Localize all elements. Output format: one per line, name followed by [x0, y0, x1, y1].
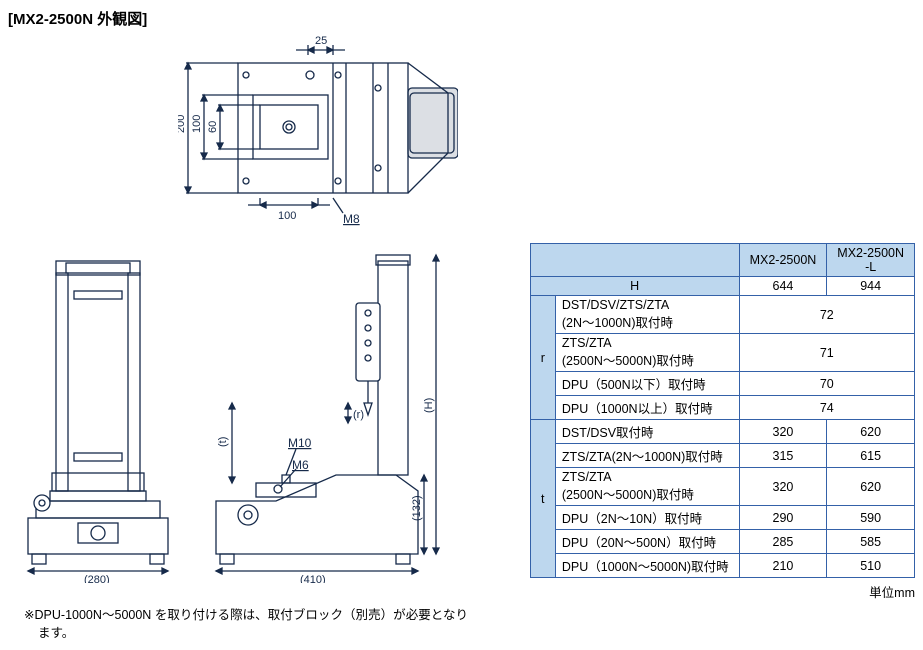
cell: 510 [827, 554, 915, 578]
cell: 72 [739, 296, 914, 334]
cell: 70 [739, 372, 914, 396]
cell: 644 [739, 277, 827, 296]
cell: DPU（1000N以上）取付時 [555, 396, 739, 420]
cell: DPU（1000N～5000N)取付時 [555, 554, 739, 578]
dim-side-base: (410) [300, 574, 326, 583]
cell: ZTS/ZTA (2500N～5000N)取付時 [555, 334, 739, 372]
cell: 320 [739, 468, 827, 506]
cell: DPU（2N～10N）取付時 [555, 506, 739, 530]
page-title: [MX2-2500N 外観図] [8, 8, 915, 29]
cell: 210 [739, 554, 827, 578]
cell: 590 [827, 506, 915, 530]
dim-t: (t) [217, 437, 229, 447]
dim-132: (132) [411, 495, 423, 521]
dim-h60: 60 [207, 121, 219, 133]
dim-h: (H) [423, 398, 435, 413]
col-mx2-2500n: MX2-2500N [739, 244, 827, 277]
cell: 71 [739, 334, 914, 372]
cell: 620 [827, 468, 915, 506]
cell: DPU（20N～500N）取付時 [555, 530, 739, 554]
cell: 944 [827, 277, 915, 296]
group-r: r [530, 296, 555, 420]
top-view-diagram: 25 200 [178, 33, 915, 233]
cell: DPU（500N以下）取付時 [555, 372, 739, 396]
front-view-diagram: (280) [8, 243, 188, 583]
group-t: t [530, 420, 555, 578]
label-m8: M8 [343, 212, 360, 226]
cell: 285 [739, 530, 827, 554]
cell: DST/DSV/ZTS/ZTA (2N～1000N)取付時 [555, 296, 739, 334]
cell: 585 [827, 530, 915, 554]
cell: 74 [739, 396, 914, 420]
footnote: ※DPU-1000N～5000N を取り付ける際は、取付ブロック（別売）が必要と… [8, 607, 468, 642]
col-mx2-2500n-l: MX2-2500N -L [827, 244, 915, 277]
side-view-diagram: M10 M6 (r) (t) [196, 243, 476, 583]
dim-r: (r) [353, 409, 364, 421]
dimension-table: MX2-2500N MX2-2500N -L H 644 944 r DST/D… [530, 243, 915, 601]
cell: 320 [739, 420, 827, 444]
label-m10: M10 [288, 436, 312, 450]
label-m6: M6 [292, 458, 309, 472]
dim-h200: 200 [178, 115, 187, 133]
cell: 620 [827, 420, 915, 444]
dim-front-base: (280) [84, 574, 110, 583]
row-h-label: H [530, 277, 739, 296]
cell: ZTS/ZTA (2500N～5000N)取付時 [555, 468, 739, 506]
dim-top-25: 25 [315, 35, 327, 47]
cell: 615 [827, 444, 915, 468]
cell: 315 [739, 444, 827, 468]
cell: DST/DSV取付時 [555, 420, 739, 444]
dim-h100: 100 [191, 115, 203, 133]
dim-base100: 100 [278, 210, 296, 222]
cell: 290 [739, 506, 827, 530]
unit-label: 単位mm [530, 582, 915, 601]
cell: ZTS/ZTA(2N～1000N)取付時 [555, 444, 739, 468]
